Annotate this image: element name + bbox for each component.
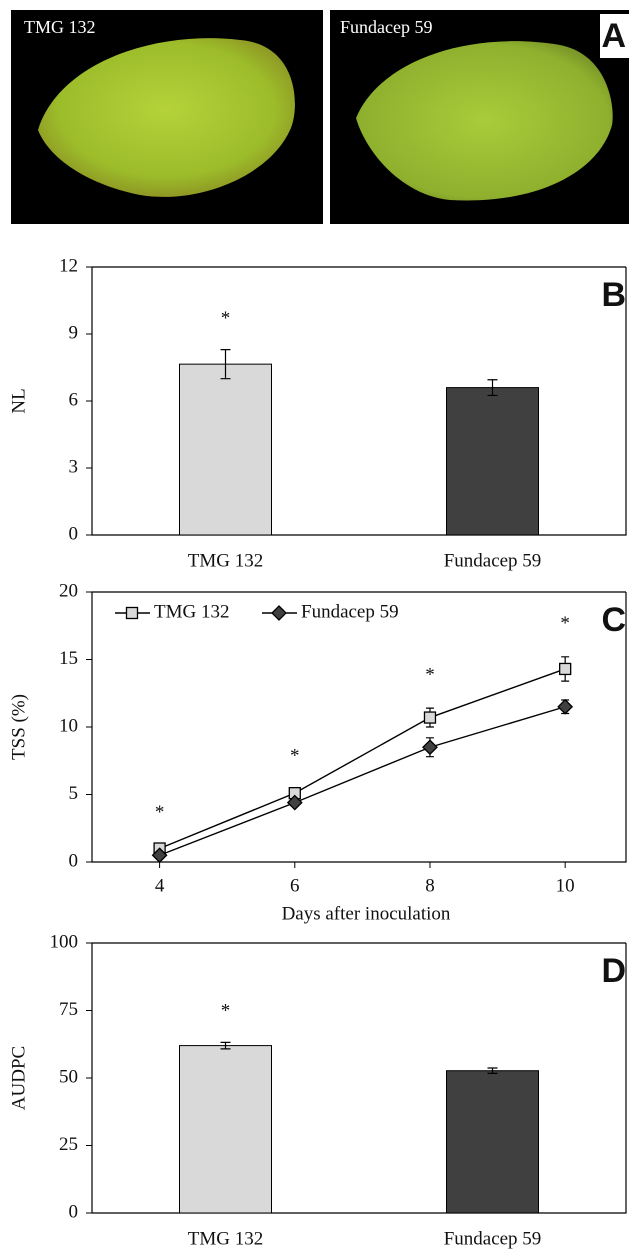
x-tick-label: 4	[155, 875, 165, 896]
x-tick-label: 6	[290, 875, 300, 896]
x-axis-title: Days after inoculation	[282, 903, 451, 924]
line	[159, 668, 566, 850]
error-bar	[487, 1067, 498, 1075]
error-bar	[220, 349, 231, 380]
significance: *	[560, 613, 570, 634]
x-tick-label: TMG 132	[188, 1228, 263, 1249]
legend-marker	[271, 605, 287, 621]
y-tick-label: 0	[69, 523, 79, 544]
marker	[151, 847, 168, 864]
legend-label: TMG 132	[154, 601, 229, 622]
leaf	[38, 38, 295, 197]
y-tick-label: 0	[69, 850, 79, 871]
y-tick-label: 50	[59, 1066, 78, 1087]
x-tick-label: TMG 132	[188, 550, 263, 571]
significance: *	[425, 664, 435, 685]
marker	[557, 698, 574, 715]
leaf	[356, 41, 613, 201]
bar	[446, 387, 539, 536]
panel-letter: C	[601, 601, 626, 639]
marker	[423, 711, 437, 724]
letter-bg	[600, 14, 629, 58]
y-tick-label: 15	[59, 648, 78, 669]
y-tick-label: 10	[59, 715, 78, 736]
marker	[559, 662, 572, 676]
x-tick-label: Fundacep 59	[444, 550, 542, 571]
x-tick-label: Fundacep 59	[444, 1228, 542, 1249]
axes	[91, 266, 627, 536]
y-tick-label: 25	[59, 1134, 78, 1155]
photo-label: Fundacep 59	[340, 17, 432, 37]
y-tick-label: 12	[59, 255, 78, 276]
y-tick-label: 5	[69, 783, 79, 804]
panel-letter: A	[601, 17, 626, 55]
significance: *	[155, 802, 165, 823]
line	[159, 706, 566, 856]
x-tick-label: 8	[425, 875, 435, 896]
panel-letter: B	[601, 276, 626, 314]
y-axis-title: TSS (%)	[8, 694, 29, 760]
bar	[446, 1070, 539, 1214]
y-axis-title: NL	[8, 388, 29, 413]
photo-label: TMG 132	[24, 17, 96, 37]
error-bar	[487, 379, 498, 397]
marker	[286, 794, 303, 811]
y-tick-label: 20	[59, 580, 78, 601]
axes	[91, 591, 627, 863]
x-tick-label: 10	[556, 875, 575, 896]
y-axis-title: AUDPC	[8, 1046, 29, 1110]
axes	[91, 942, 627, 1214]
bar	[179, 363, 272, 536]
y-tick-label: 75	[59, 999, 78, 1020]
y-tick-label: 3	[69, 456, 79, 477]
legend-label: Fundacep 59	[301, 601, 399, 622]
bar	[179, 1045, 272, 1214]
y-tick-label: 9	[69, 322, 79, 343]
error-bar	[220, 1041, 231, 1050]
y-tick-label: 100	[50, 931, 79, 952]
y-tick-label: 0	[69, 1201, 79, 1222]
panel-letter: D	[601, 952, 626, 990]
significance: *	[290, 745, 300, 766]
significance: *	[221, 308, 231, 329]
legend-marker	[125, 606, 139, 620]
y-tick-label: 6	[69, 389, 79, 410]
marker	[422, 739, 438, 756]
significance: *	[221, 1001, 231, 1022]
